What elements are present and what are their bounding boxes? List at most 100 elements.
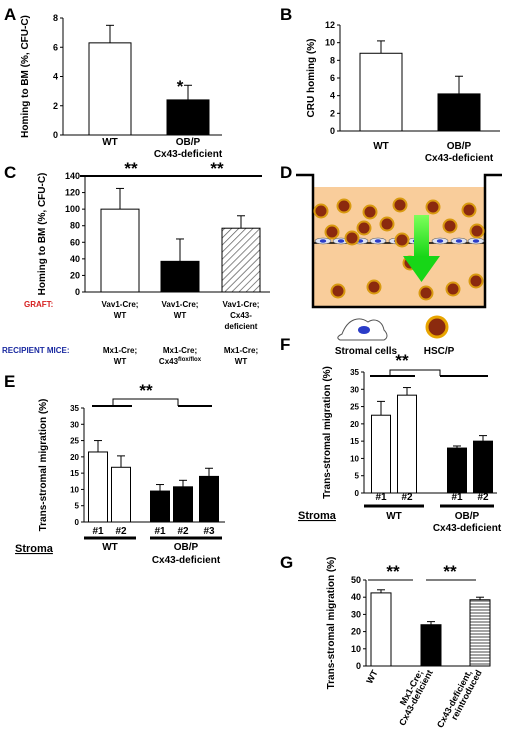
- bar-e-4: [199, 475, 219, 523]
- panel-f-significance: **: [370, 351, 488, 377]
- y-tick-label-c-6: 120: [65, 188, 80, 198]
- y-tick-label-b-0: 0: [330, 126, 335, 136]
- y-tick-label-e-5: 25: [70, 437, 79, 446]
- stroma-label-e: Stroma: [15, 543, 54, 555]
- hsc-cell-3: [392, 197, 408, 213]
- y-tick-label-g-4: 40: [351, 592, 361, 602]
- x-label-f-3-0: #2: [477, 492, 489, 503]
- group-wt-e: WT: [102, 542, 118, 553]
- panel-f-groups: Stroma WT OB/P Cx43-deficient: [298, 504, 502, 534]
- recipient-1-line-2: WT: [114, 357, 127, 366]
- y-axis-label-f: Trans-stromal migration (%): [322, 366, 333, 499]
- recipient-2-line-2: Cx43flox/flox: [159, 357, 202, 366]
- hsc-cell-2: [362, 204, 378, 220]
- recipient-1-line-1: Mx1-Cre;: [103, 346, 137, 355]
- y-axis-label-g: Trans-stromal migration (%): [326, 557, 337, 690]
- stromal-nucleus-8: [472, 239, 480, 243]
- y-axis-label-e: Trans-stromal migration (%): [38, 399, 49, 532]
- hsc-cell-13: [330, 283, 346, 299]
- bar-f-1: [397, 394, 417, 494]
- hsc-icon: [425, 315, 449, 339]
- group-ko-e-2: Cx43-deficient: [152, 555, 221, 566]
- group-wt-f: WT: [386, 511, 402, 522]
- x-label-f-1-0: #2: [401, 492, 413, 503]
- group-ko-f-1: OB/P: [455, 511, 480, 522]
- significance-g-2: **: [443, 562, 457, 581]
- y-tick-label-g-5: 50: [351, 575, 361, 585]
- y-tick-label-b-6: 12: [325, 20, 335, 30]
- x-label-f-2-0: #1: [451, 492, 463, 503]
- chart-panel-c: 0 20 40 60 80 100 120 140 Homing to BM (%, CFU-C…: [37, 171, 270, 297]
- chart-panel-f: 0 5 10 15 20 25 30 35 Trans-stromal migration (%…: [322, 366, 497, 503]
- graft-3-line-2: Cx43-: [230, 311, 252, 320]
- group-ko-e-1: OB/P: [174, 542, 199, 553]
- y-axis-label-c: Homing to BM (%, CFU-C): [37, 173, 48, 296]
- bar-e-0: [88, 451, 108, 523]
- panel-letter-f: F: [280, 335, 290, 354]
- bar-g-1: [420, 624, 442, 667]
- bar-a-1: [166, 99, 210, 136]
- hsc-cell-14: [366, 279, 382, 295]
- significance-c-2: **: [210, 159, 224, 178]
- hsc-cell-15: [418, 285, 434, 301]
- x-label-b-0-0: WT: [373, 141, 389, 152]
- recipient-labels: Mx1-Cre; WT Mx1-Cre; Cx43flox/flox Mx1-C…: [103, 346, 258, 366]
- hsc-cell-11: [344, 230, 360, 246]
- y-tick-label-e-1: 5: [75, 502, 80, 511]
- y-tick-label-e-2: 10: [70, 485, 79, 494]
- bar-e-1: [111, 466, 131, 523]
- y-tick-label-g-2: 20: [351, 627, 361, 637]
- hsc-cell-12: [394, 232, 410, 248]
- stroma-label-f: Stroma: [298, 510, 337, 522]
- significance-e: **: [139, 381, 153, 400]
- recipient-2-line-1: Mx1-Cre;: [163, 346, 197, 355]
- x-label-e-1-0: #2: [115, 526, 127, 537]
- panel-e-groups: Stroma WT OB/P Cx43-deficient: [15, 536, 222, 566]
- y-tick-label-a-2: 4: [53, 72, 58, 82]
- y-tick-label-f-4: 20: [350, 420, 359, 429]
- hsc-cell-6: [324, 224, 340, 240]
- stromal-nucleus-7: [455, 239, 463, 243]
- x-label-g-0-0: WT: [364, 668, 380, 685]
- significance-c-1: **: [124, 159, 138, 178]
- panel-letter-a: A: [4, 5, 16, 24]
- y-tick-label-e-0: 0: [75, 518, 80, 527]
- panel-letter-g: G: [280, 553, 293, 572]
- y-tick-label-c-4: 80: [70, 221, 80, 231]
- y-tick-label-g-0: 0: [356, 661, 361, 671]
- y-tick-label-a-0: 0: [53, 130, 58, 140]
- y-tick-label-f-5: 25: [350, 403, 359, 412]
- panel-c-significance: ** **: [80, 159, 262, 178]
- y-tick-label-a-3: 6: [53, 42, 58, 52]
- graft-1-line-1: Vav1-Cre;: [102, 300, 139, 309]
- hsc-cell-5: [461, 202, 477, 218]
- panel-g-significance: ** **: [368, 562, 476, 581]
- chart-panel-g: 0 10 20 30 40 50 Trans-stromal migration (%) WT…: [326, 557, 491, 729]
- bar-c-0: [100, 208, 140, 293]
- x-label-e-0-0: #1: [92, 526, 104, 537]
- recipient-3-line-2: WT: [235, 357, 248, 366]
- graft-labels: Vav1-Cre; WT Vav1-Cre; WT Vav1-Cre; Cx43…: [102, 300, 260, 331]
- x-label-a-1-0: OB/P: [176, 137, 201, 148]
- bar-f-3: [473, 440, 493, 494]
- graft-3-line-1: Vav1-Cre;: [223, 300, 260, 309]
- bar-g-0: [370, 592, 392, 667]
- recipient-3-line-1: Mx1-Cre;: [224, 346, 258, 355]
- y-tick-label-e-3: 15: [70, 469, 79, 478]
- graft-2-line-1: Vav1-Cre;: [162, 300, 199, 309]
- bar-f-2: [447, 447, 467, 494]
- x-label-a-1-1: Cx43-deficient: [154, 149, 223, 160]
- bar-a-0: [88, 42, 132, 136]
- y-tick-label-f-2: 10: [350, 454, 359, 463]
- graft-label: GRAFT:: [24, 300, 53, 309]
- hsc-cell-4: [425, 199, 441, 215]
- y-tick-label-c-7: 140: [65, 171, 80, 181]
- significance-a: *: [177, 77, 184, 96]
- x-label-e-4-0: #3: [203, 526, 215, 537]
- y-tick-label-a-1: 2: [53, 101, 58, 111]
- stromal-cell-icon: [337, 318, 388, 341]
- x-label-f-0-0: #1: [375, 492, 387, 503]
- graft-1-line-2: WT: [114, 311, 127, 320]
- y-tick-label-b-3: 6: [330, 73, 335, 83]
